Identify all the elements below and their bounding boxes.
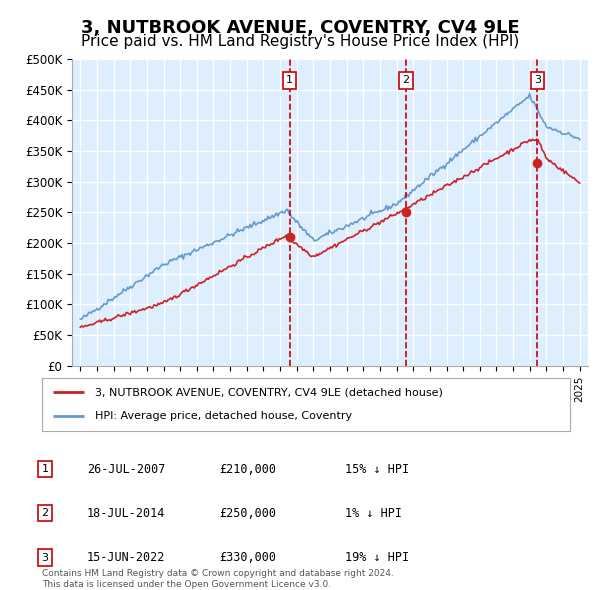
Text: Contains HM Land Registry data © Crown copyright and database right 2024.
This d: Contains HM Land Registry data © Crown c… xyxy=(42,569,394,589)
Text: 2: 2 xyxy=(402,76,409,86)
Text: 3: 3 xyxy=(534,76,541,86)
Text: 3: 3 xyxy=(41,553,49,562)
Text: 3, NUTBROOK AVENUE, COVENTRY, CV4 9LE (detached house): 3, NUTBROOK AVENUE, COVENTRY, CV4 9LE (d… xyxy=(95,388,443,398)
Text: 1: 1 xyxy=(41,464,49,474)
Text: 1: 1 xyxy=(286,76,293,86)
Text: 1% ↓ HPI: 1% ↓ HPI xyxy=(345,507,402,520)
Text: 2: 2 xyxy=(41,509,49,518)
Text: £250,000: £250,000 xyxy=(219,507,276,520)
Text: 15-JUN-2022: 15-JUN-2022 xyxy=(87,551,166,564)
Text: £330,000: £330,000 xyxy=(219,551,276,564)
Text: 18-JUL-2014: 18-JUL-2014 xyxy=(87,507,166,520)
Text: 3, NUTBROOK AVENUE, COVENTRY, CV4 9LE: 3, NUTBROOK AVENUE, COVENTRY, CV4 9LE xyxy=(80,19,520,37)
Text: Price paid vs. HM Land Registry's House Price Index (HPI): Price paid vs. HM Land Registry's House … xyxy=(81,34,519,49)
Text: 15% ↓ HPI: 15% ↓ HPI xyxy=(345,463,409,476)
Text: £210,000: £210,000 xyxy=(219,463,276,476)
Text: 26-JUL-2007: 26-JUL-2007 xyxy=(87,463,166,476)
Text: HPI: Average price, detached house, Coventry: HPI: Average price, detached house, Cove… xyxy=(95,411,352,421)
Text: 19% ↓ HPI: 19% ↓ HPI xyxy=(345,551,409,564)
